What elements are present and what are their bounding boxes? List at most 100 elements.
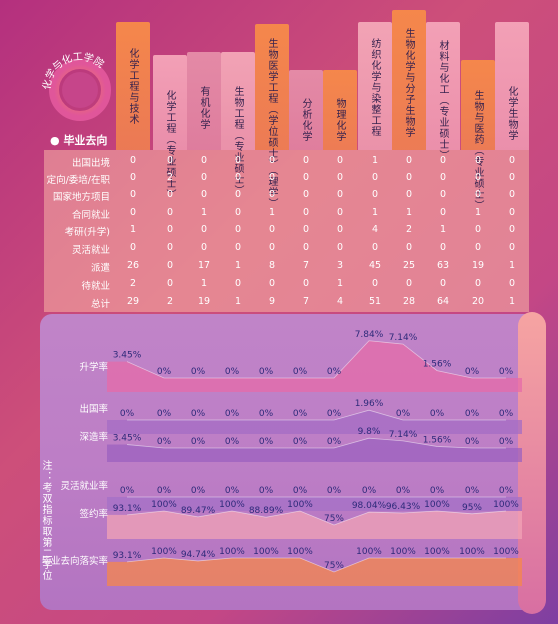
table-cell: 0: [234, 278, 242, 289]
table-cell: 0: [166, 278, 174, 289]
rate-value-label: 100%: [459, 547, 485, 557]
rate-value-label: 100%: [493, 500, 519, 510]
rate-value-label: 95%: [462, 503, 482, 513]
rate-value-label: 100%: [424, 547, 450, 557]
table-cell: 0: [166, 260, 174, 271]
rate-value-label: 0%: [327, 437, 342, 447]
rate-band-area: [107, 438, 522, 462]
rate-value-label: 9.8%: [358, 427, 381, 437]
table-cell: 7: [302, 260, 310, 271]
rate-value-label: 0%: [465, 367, 480, 377]
table-cell: 3: [336, 260, 344, 271]
column-header: 有机化学: [198, 86, 209, 130]
table-cell: 0: [371, 242, 379, 253]
rate-band-area: [107, 497, 522, 511]
table-cell: 0: [405, 242, 413, 253]
column-header: 纺织化学与染整工程: [369, 38, 380, 137]
table-cell: 0: [200, 242, 208, 253]
rate-value-label: 0%: [396, 486, 411, 496]
table-row-label: 国家地方项目: [52, 192, 110, 203]
table-cell: 2: [129, 278, 137, 289]
rate-value-label: 100%: [219, 500, 245, 510]
rate-value-label: 98.04%: [352, 501, 387, 511]
table-cell: 0: [234, 242, 242, 253]
rate-value-label: 3.45%: [113, 351, 142, 361]
rate-value-label: 0%: [225, 409, 240, 419]
table-cell: 0: [302, 207, 310, 218]
rate-value-label: 100%: [287, 547, 313, 557]
table-cell: 2: [166, 296, 174, 307]
table-cell: 19: [197, 296, 211, 307]
table-cell: 1: [371, 207, 379, 218]
rate-value-label: 100%: [253, 547, 279, 557]
table-cell: 0: [302, 172, 310, 183]
rate-value-label: 0%: [327, 486, 342, 496]
table-row-label: 待就业: [81, 281, 110, 292]
rate-value-label: 0%: [293, 409, 308, 419]
table-cell: 0: [336, 172, 344, 183]
table-cell: 0: [336, 224, 344, 235]
rate-series-label: 出国率: [79, 403, 108, 415]
table-cell: 0: [371, 278, 379, 289]
rate-value-label: 3.45%: [113, 434, 142, 444]
table-cell: 0: [336, 189, 344, 200]
table-cell: 0: [166, 242, 174, 253]
table-cell: 0: [474, 242, 482, 253]
table-cell: 0: [508, 155, 516, 166]
rate-value-label: 100%: [424, 500, 450, 510]
rate-value-label: 0%: [259, 409, 274, 419]
table-cell: 0: [508, 224, 516, 235]
table-cell: 0: [166, 207, 174, 218]
table-cell: 0: [439, 155, 447, 166]
rate-value-label: 93.1%: [113, 551, 142, 561]
rate-line: [126, 510, 507, 526]
table-cell: 0: [234, 189, 242, 200]
table-cell: 17: [197, 260, 211, 271]
table-cell: 0: [439, 207, 447, 218]
footnote: 注：考双指标取第二学位: [40, 460, 51, 581]
table-cell: 1: [268, 207, 276, 218]
table-cell: 0: [508, 278, 516, 289]
rate-value-label: 96.43%: [386, 502, 421, 512]
column-header: 化学生物学: [506, 86, 517, 141]
rate-value-label: 100%: [390, 547, 416, 557]
rate-value-label: 0%: [362, 486, 377, 496]
table-cell: 0: [508, 189, 516, 200]
rate-value-label: 7.84%: [355, 330, 384, 340]
table-cell: 1: [371, 155, 379, 166]
table-row-label: 灵活就业: [71, 245, 110, 256]
panel-edge-decoration: [518, 312, 546, 614]
column-header: 化学工程与技术: [127, 48, 138, 125]
section-title-text: 毕业去向: [63, 134, 108, 147]
rate-value-label: 0%: [430, 409, 445, 419]
rate-value-label: 0%: [120, 409, 135, 419]
table-cell: 51: [368, 296, 382, 307]
rate-value-label: 0%: [259, 437, 274, 447]
table-cell: 0: [302, 278, 310, 289]
table-cell: 0: [405, 189, 413, 200]
column-pillar: [187, 52, 221, 150]
table-cell: 0: [336, 155, 344, 166]
table-cell: 1: [508, 260, 516, 271]
column-pillar: [358, 22, 392, 150]
table-cell: 0: [302, 189, 310, 200]
table-cell: 0: [200, 224, 208, 235]
table-background: [44, 150, 529, 312]
rate-value-label: 100%: [151, 547, 177, 557]
table-cell: 0: [474, 278, 482, 289]
rate-value-label: 0%: [293, 486, 308, 496]
table-cell: 20: [471, 296, 485, 307]
rate-series-label: 灵活就业率: [60, 480, 108, 492]
rate-value-label: 100%: [219, 547, 245, 557]
table-cell: 0: [234, 224, 242, 235]
rate-value-label: 0%: [259, 486, 274, 496]
table-cell: 0: [234, 155, 242, 166]
rate-value-label: 0%: [191, 409, 206, 419]
rate-value-label: 100%: [493, 547, 519, 557]
rate-value-label: 0%: [225, 486, 240, 496]
table-cell: 0: [200, 189, 208, 200]
rate-value-label: 0%: [293, 367, 308, 377]
column-pillar: [116, 22, 150, 150]
rate-value-label: 0%: [499, 367, 514, 377]
table-row-label: 合同就业: [71, 210, 110, 221]
